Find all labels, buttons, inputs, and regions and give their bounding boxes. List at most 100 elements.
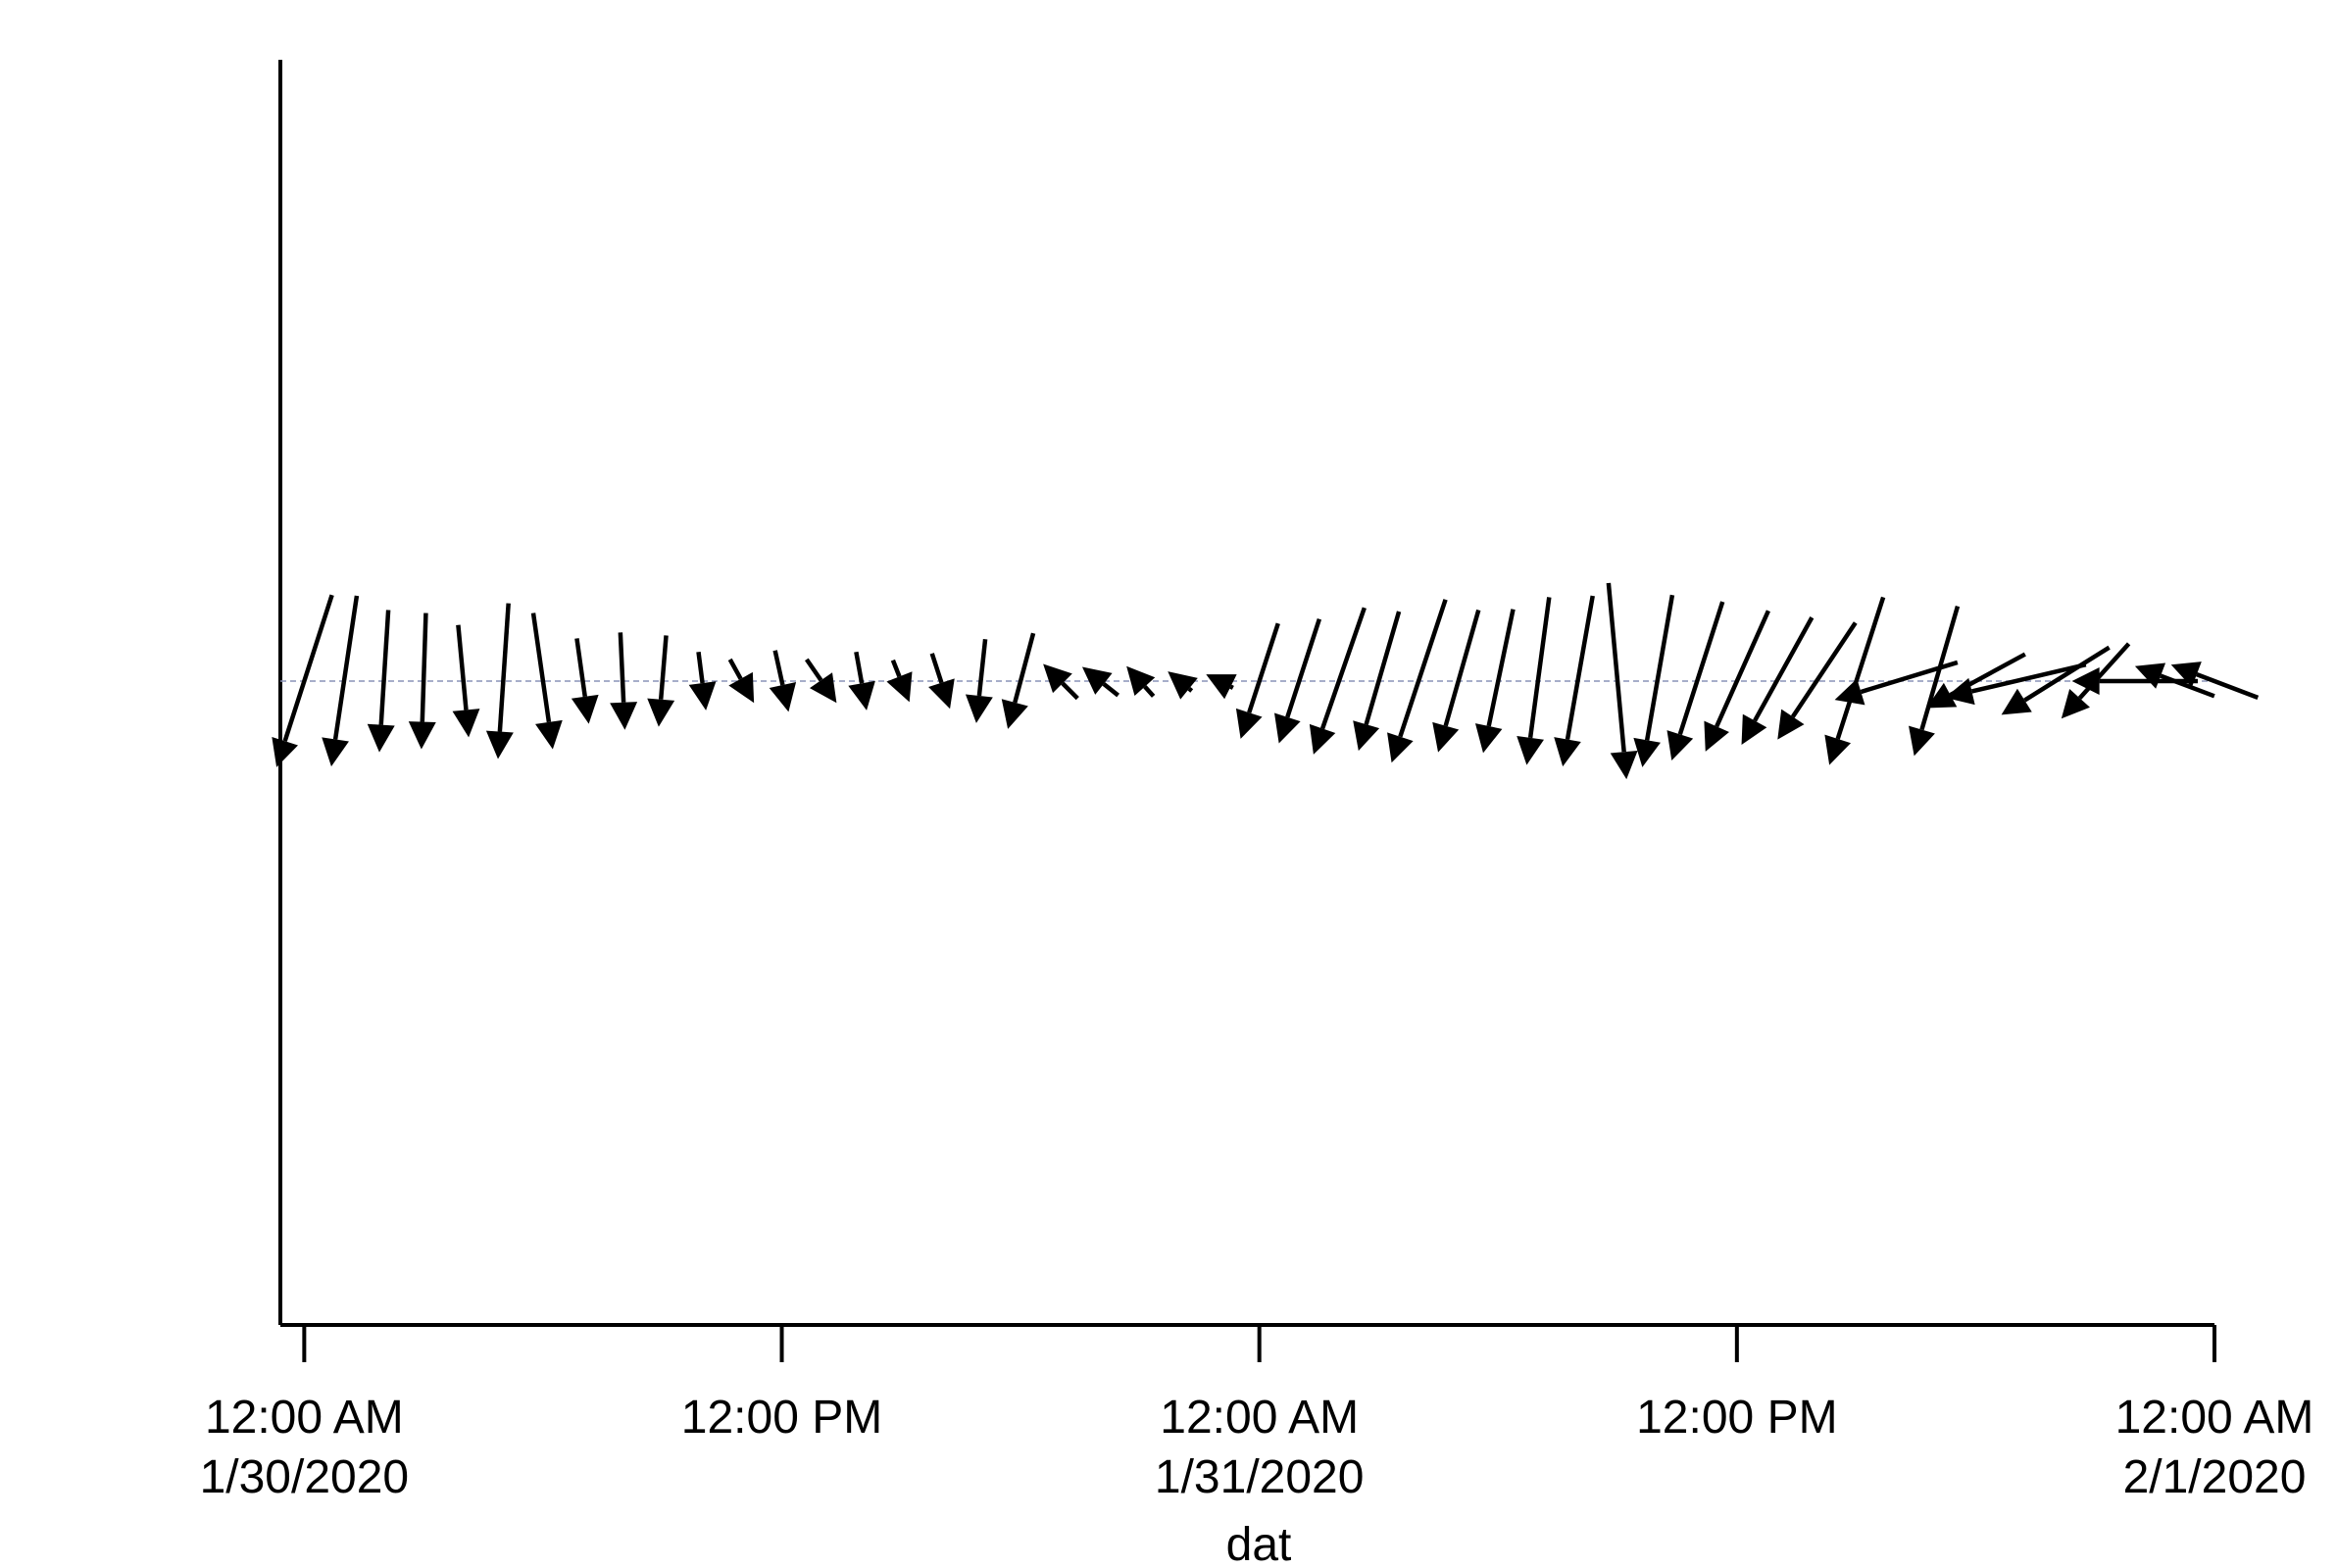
- arrow-shaft: [1187, 687, 1194, 693]
- arrow-shaft: [2023, 645, 2111, 703]
- arrow-shaft: [1644, 594, 1675, 741]
- arrow-head: [367, 723, 395, 753]
- wind-arrow: [1945, 662, 2087, 706]
- wind-arrow: [1273, 617, 1322, 744]
- arrow-shaft: [2196, 672, 2260, 700]
- arrow-head: [2001, 688, 2032, 715]
- arrow-shaft: [530, 612, 552, 723]
- wind-arrow: [1633, 594, 1675, 767]
- arrow-head: [1081, 666, 1113, 695]
- wind-arrow: [530, 612, 563, 750]
- arrow-shaft: [929, 653, 944, 684]
- arrow-shaft: [1247, 622, 1280, 713]
- arrow-shaft: [1102, 682, 1120, 698]
- wind-arrow: [2134, 662, 2215, 699]
- wind-arrow: [1043, 663, 1079, 701]
- arrow-head: [1474, 723, 1503, 754]
- arrow-head: [848, 680, 875, 710]
- wind-arrow: [647, 635, 675, 727]
- wind-arrow: [2071, 667, 2198, 696]
- arrow-shaft: [890, 659, 902, 678]
- wind-arrow: [928, 653, 955, 710]
- arrow-shaft: [1486, 609, 1516, 727]
- x-tick-label: 12:00 AM: [205, 1392, 404, 1444]
- wind-arrow: [1606, 582, 1638, 780]
- x-tick-label: 1/30/2020: [200, 1451, 410, 1503]
- arrow-head: [1517, 735, 1544, 765]
- wind-arrow: [1001, 632, 1036, 729]
- arrow-shaft: [1606, 582, 1626, 753]
- arrow-shaft: [976, 639, 988, 697]
- arrow-head: [1206, 674, 1237, 700]
- wind-arrow: [1206, 674, 1237, 700]
- wind-arrow: [1517, 597, 1552, 765]
- wind-arrow: [2001, 645, 2111, 715]
- arrow-head: [408, 721, 436, 750]
- x-tick-label: 1/31/2020: [1155, 1451, 1365, 1503]
- arrow-head: [485, 730, 514, 760]
- arrow-shaft: [1229, 684, 1234, 690]
- arrow-head: [571, 694, 599, 724]
- arrow-shaft: [2160, 673, 2215, 699]
- arrow-head: [728, 671, 755, 704]
- arrow-head: [535, 719, 563, 750]
- arrow-head: [1387, 732, 1414, 763]
- wind-arrow: [1432, 609, 1481, 753]
- arrow-shaft: [497, 603, 511, 732]
- wind-arrow: [1353, 611, 1402, 752]
- arrow-head: [2134, 662, 2166, 689]
- arrow-head: [1777, 709, 1805, 740]
- x-axis-label: dat: [1226, 1519, 1292, 1568]
- arrow-shaft: [1319, 607, 1367, 730]
- wind-arrow: [272, 594, 334, 767]
- wind-arrow: [727, 658, 755, 704]
- arrow-shaft: [1061, 681, 1079, 701]
- arrow-head: [1353, 720, 1380, 752]
- arrow-head: [1309, 723, 1336, 755]
- arrow-shaft: [456, 624, 469, 710]
- arrow-head: [928, 678, 955, 710]
- wind-arrow: [610, 632, 638, 730]
- wind-arrow: [848, 651, 875, 710]
- arrow-shaft: [1565, 595, 1595, 740]
- arrow-shaft: [420, 612, 428, 722]
- arrow-head: [1001, 699, 1028, 729]
- x-tick-label: 12:00 AM: [2115, 1392, 2314, 1444]
- arrow-shaft: [378, 610, 391, 725]
- wind-arrow: [1081, 666, 1120, 698]
- wind-arrow: [1168, 671, 1198, 700]
- arrow-shaft: [1527, 597, 1552, 739]
- arrow-head: [688, 681, 717, 710]
- wind-arrow: [1554, 595, 1595, 767]
- arrow-head: [272, 736, 298, 767]
- arrow-shaft: [696, 651, 705, 684]
- arrow-shaft: [574, 638, 587, 698]
- arrow-shaft: [1143, 685, 1156, 698]
- arrow-shaft: [1677, 601, 1725, 736]
- arrow-shaft: [658, 635, 669, 700]
- arrow-shaft: [618, 632, 626, 703]
- arrow-head: [1704, 720, 1729, 752]
- arrow-shaft: [772, 650, 785, 686]
- wind-arrow: [1909, 606, 1961, 757]
- wind-arrow: [1474, 609, 1516, 754]
- arrow-head: [1610, 750, 1638, 780]
- wind-arrow: [1741, 616, 1815, 745]
- arrow-shaft: [727, 658, 743, 680]
- arrow-shaft: [1790, 621, 1858, 718]
- arrow-head: [1554, 737, 1581, 767]
- arrow-shaft: [854, 651, 865, 684]
- arrow-head: [322, 737, 349, 767]
- arrow-shaft: [1443, 609, 1481, 727]
- arrow-shaft: [1013, 632, 1036, 704]
- wind-arrow: [1309, 607, 1367, 755]
- wind-arrow: [965, 639, 993, 723]
- arrow-head: [1666, 730, 1694, 761]
- arrow-head: [886, 671, 913, 703]
- arrow-head: [1834, 678, 1865, 706]
- wind-arrow: [452, 624, 480, 738]
- x-tick-label: 2/1/2020: [2123, 1451, 2307, 1503]
- arrow-shaft: [1285, 617, 1322, 718]
- arrow-head: [1909, 725, 1935, 757]
- arrow-head: [1945, 677, 1975, 706]
